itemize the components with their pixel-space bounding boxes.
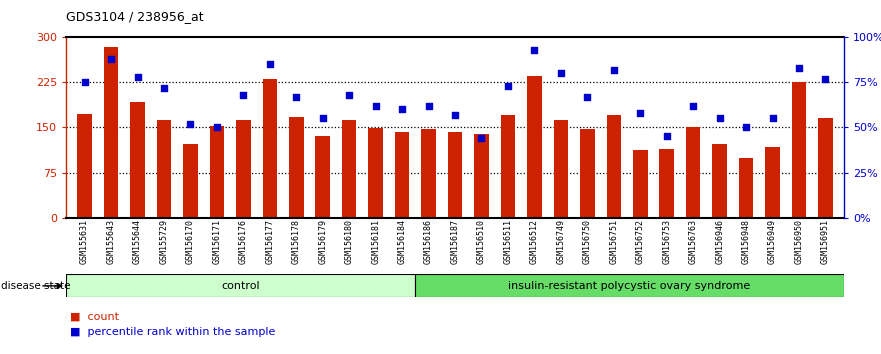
Point	[236, 92, 250, 98]
Bar	[713, 144, 727, 218]
Point	[581, 94, 595, 99]
Point	[368, 103, 382, 109]
Bar	[315, 137, 330, 218]
Text: ■  count: ■ count	[70, 312, 120, 321]
Point	[157, 85, 171, 91]
Bar	[660, 149, 674, 218]
Point	[818, 76, 833, 81]
Point	[448, 112, 462, 118]
Bar	[739, 158, 753, 218]
FancyBboxPatch shape	[66, 274, 415, 297]
Point	[607, 67, 621, 73]
Bar	[606, 115, 621, 218]
Point	[739, 125, 753, 130]
Bar	[342, 120, 357, 218]
Bar	[289, 116, 304, 218]
Point	[210, 125, 224, 130]
Point	[475, 136, 489, 141]
Bar	[104, 47, 118, 218]
Bar	[183, 144, 197, 218]
Bar	[818, 118, 833, 218]
Point	[342, 92, 356, 98]
Text: GDS3104 / 238956_at: GDS3104 / 238956_at	[66, 10, 204, 23]
Point	[554, 70, 568, 76]
Text: ■  percentile rank within the sample: ■ percentile rank within the sample	[70, 327, 276, 337]
Point	[766, 115, 780, 121]
Bar	[474, 134, 489, 218]
Bar	[236, 120, 250, 218]
FancyBboxPatch shape	[415, 274, 844, 297]
Bar	[527, 76, 542, 218]
Point	[501, 83, 515, 89]
Bar	[580, 129, 595, 218]
Bar	[157, 120, 171, 218]
Bar	[633, 150, 648, 218]
Bar	[78, 114, 92, 218]
Text: disease state: disease state	[1, 281, 70, 291]
Bar	[421, 129, 436, 218]
Point	[792, 65, 806, 71]
Point	[183, 121, 197, 127]
Point	[421, 103, 435, 109]
Bar	[553, 120, 568, 218]
Point	[395, 107, 409, 112]
Bar	[263, 79, 278, 218]
Point	[633, 110, 648, 116]
Bar	[500, 115, 515, 218]
Bar	[210, 126, 224, 218]
Point	[289, 94, 303, 99]
Bar	[368, 128, 383, 218]
Bar	[448, 132, 463, 218]
Point	[130, 74, 144, 80]
Bar	[130, 102, 144, 218]
Point	[78, 80, 92, 85]
Point	[528, 47, 542, 53]
Point	[686, 103, 700, 109]
Text: control: control	[221, 281, 260, 291]
Point	[315, 115, 329, 121]
Point	[263, 61, 277, 67]
Bar	[686, 127, 700, 218]
Point	[713, 115, 727, 121]
Text: insulin-resistant polycystic ovary syndrome: insulin-resistant polycystic ovary syndr…	[508, 281, 751, 291]
Point	[104, 56, 118, 62]
Bar	[766, 147, 780, 218]
Bar	[395, 132, 410, 218]
Bar	[792, 82, 806, 218]
Point	[660, 134, 674, 139]
